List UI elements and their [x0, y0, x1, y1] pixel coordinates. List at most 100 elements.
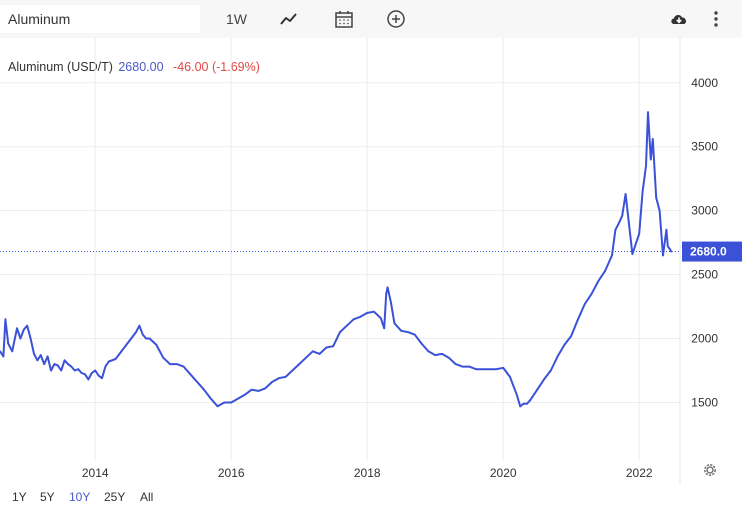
range-button-10y[interactable]: 10Y — [69, 490, 91, 504]
last-value-badge — [682, 241, 742, 262]
data-point — [264, 387, 267, 390]
data-point — [529, 399, 532, 401]
data-point — [495, 368, 498, 371]
search-input[interactable] — [0, 5, 200, 33]
data-point — [475, 368, 477, 371]
y-tick-label: 3000 — [691, 204, 718, 218]
data-point — [284, 376, 287, 378]
data-point — [647, 111, 649, 114]
data-point — [359, 315, 362, 318]
data-point — [39, 354, 42, 356]
y-tick-label: 1500 — [691, 395, 718, 409]
data-point — [135, 331, 137, 333]
data-point — [332, 345, 335, 348]
cloud-download-icon[interactable] — [669, 9, 689, 29]
data-point — [209, 397, 212, 400]
data-point — [400, 329, 403, 332]
data-point — [447, 356, 450, 359]
data-point — [46, 355, 49, 358]
x-tick-label: 2018 — [354, 466, 381, 480]
data-point — [543, 378, 545, 381]
data-point — [638, 232, 641, 235]
data-point — [383, 327, 386, 330]
data-point — [107, 360, 110, 363]
data-point — [189, 373, 192, 376]
data-point — [26, 324, 29, 327]
legend-last-value: 2680.00 — [118, 60, 164, 74]
interval-selector[interactable]: 1W — [226, 11, 247, 27]
data-point — [583, 303, 586, 305]
data-point — [407, 331, 409, 333]
range-button-all[interactable]: All — [140, 490, 154, 504]
data-point — [138, 324, 141, 327]
add-circle-icon[interactable] — [386, 9, 406, 29]
range-button-1y[interactable]: 1Y — [12, 490, 27, 504]
data-point — [624, 193, 627, 195]
data-point — [19, 337, 22, 340]
data-point — [97, 374, 100, 377]
more-vertical-icon[interactable] — [706, 9, 726, 29]
series-line-aluminum — [0, 111, 673, 408]
data-point — [2, 355, 5, 358]
data-point — [649, 158, 652, 161]
data-point — [101, 377, 103, 380]
data-point — [481, 368, 484, 371]
data-point — [22, 328, 25, 331]
data-point — [237, 397, 239, 400]
data-point — [4, 318, 7, 321]
x-tick-label: 2016 — [218, 466, 245, 480]
data-point — [90, 372, 93, 374]
data-point — [230, 401, 233, 404]
data-point — [386, 286, 389, 289]
data-point — [614, 228, 617, 231]
data-point — [43, 363, 46, 365]
data-point — [631, 253, 634, 256]
data-point — [169, 363, 171, 365]
data-point — [67, 363, 69, 365]
data-point — [662, 254, 664, 257]
data-point — [291, 369, 294, 372]
data-point — [536, 388, 539, 391]
line-chart-icon[interactable] — [279, 9, 299, 29]
data-point — [29, 337, 32, 340]
data-point — [277, 377, 280, 380]
data-point — [393, 322, 396, 325]
data-point — [413, 333, 416, 336]
data-point — [454, 363, 457, 365]
data-point — [604, 269, 607, 272]
data-point — [420, 342, 423, 345]
calendar-icon[interactable] — [334, 9, 354, 29]
data-point — [651, 138, 654, 140]
legend-change: -46.00 (-1.69%) — [173, 60, 260, 74]
data-point — [502, 367, 505, 369]
range-button-25y[interactable]: 25Y — [104, 490, 126, 504]
price-chart[interactable]: 2014 2016 2018 2020 2022 1500 2000 2500 3000 350… — [0, 38, 742, 484]
data-point — [556, 355, 559, 358]
y-axis: 1500 2000 2500 3000 3500 4000 — [691, 76, 718, 410]
last-value-label: 2680.0 — [690, 245, 727, 259]
data-point — [549, 369, 552, 372]
data-point — [345, 324, 348, 327]
data-point — [515, 393, 518, 396]
y-tick-label: 3500 — [691, 140, 718, 154]
data-point — [352, 318, 355, 321]
data-point — [641, 190, 644, 193]
range-button-5y[interactable]: 5Y — [40, 490, 55, 504]
data-point — [223, 401, 226, 404]
data-point — [434, 354, 437, 356]
data-point — [257, 390, 260, 392]
data-point — [563, 344, 566, 346]
data-point — [70, 365, 73, 368]
data-point — [271, 381, 273, 383]
x-axis: 2014 2016 2018 2020 2022 — [82, 466, 653, 480]
data-point — [128, 340, 131, 342]
data-point — [53, 363, 56, 365]
data-point — [526, 402, 528, 405]
data-point — [617, 222, 620, 225]
settings-gear-icon[interactable] — [702, 462, 718, 478]
data-point — [665, 228, 668, 231]
data-point — [104, 365, 107, 368]
data-point — [590, 292, 593, 295]
data-point — [379, 317, 382, 319]
data-point — [33, 353, 35, 355]
